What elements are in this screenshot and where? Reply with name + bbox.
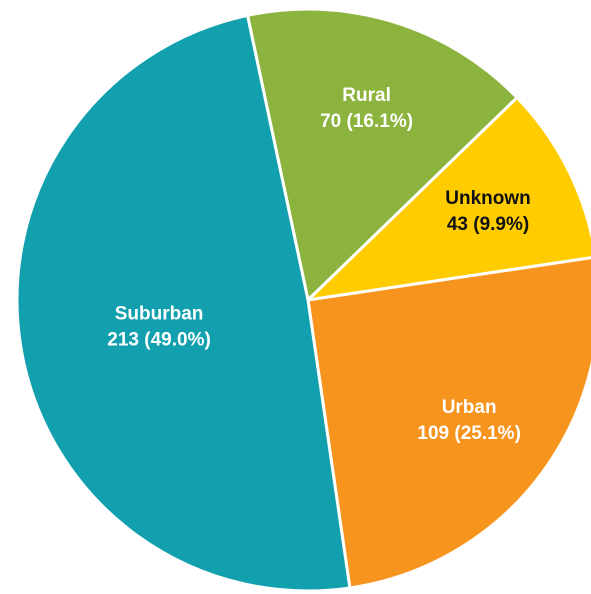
pie-slice (245, 7, 520, 303)
slice-value-label: 70 (16.1%) (320, 111, 413, 132)
slice-value-label: 43 (9.9%) (447, 214, 529, 235)
slice-label: Urban (442, 397, 497, 418)
pie-slice (15, 13, 352, 593)
slice-label: Suburban (115, 304, 204, 325)
slice-label: Unknown (445, 188, 531, 209)
pie-slice (303, 95, 591, 303)
slice-value-label: 213 (49.0%) (107, 330, 211, 351)
slice-label: Rural (342, 85, 391, 106)
slice-value-label: 109 (25.1%) (417, 423, 521, 444)
pie-slice (306, 256, 591, 590)
